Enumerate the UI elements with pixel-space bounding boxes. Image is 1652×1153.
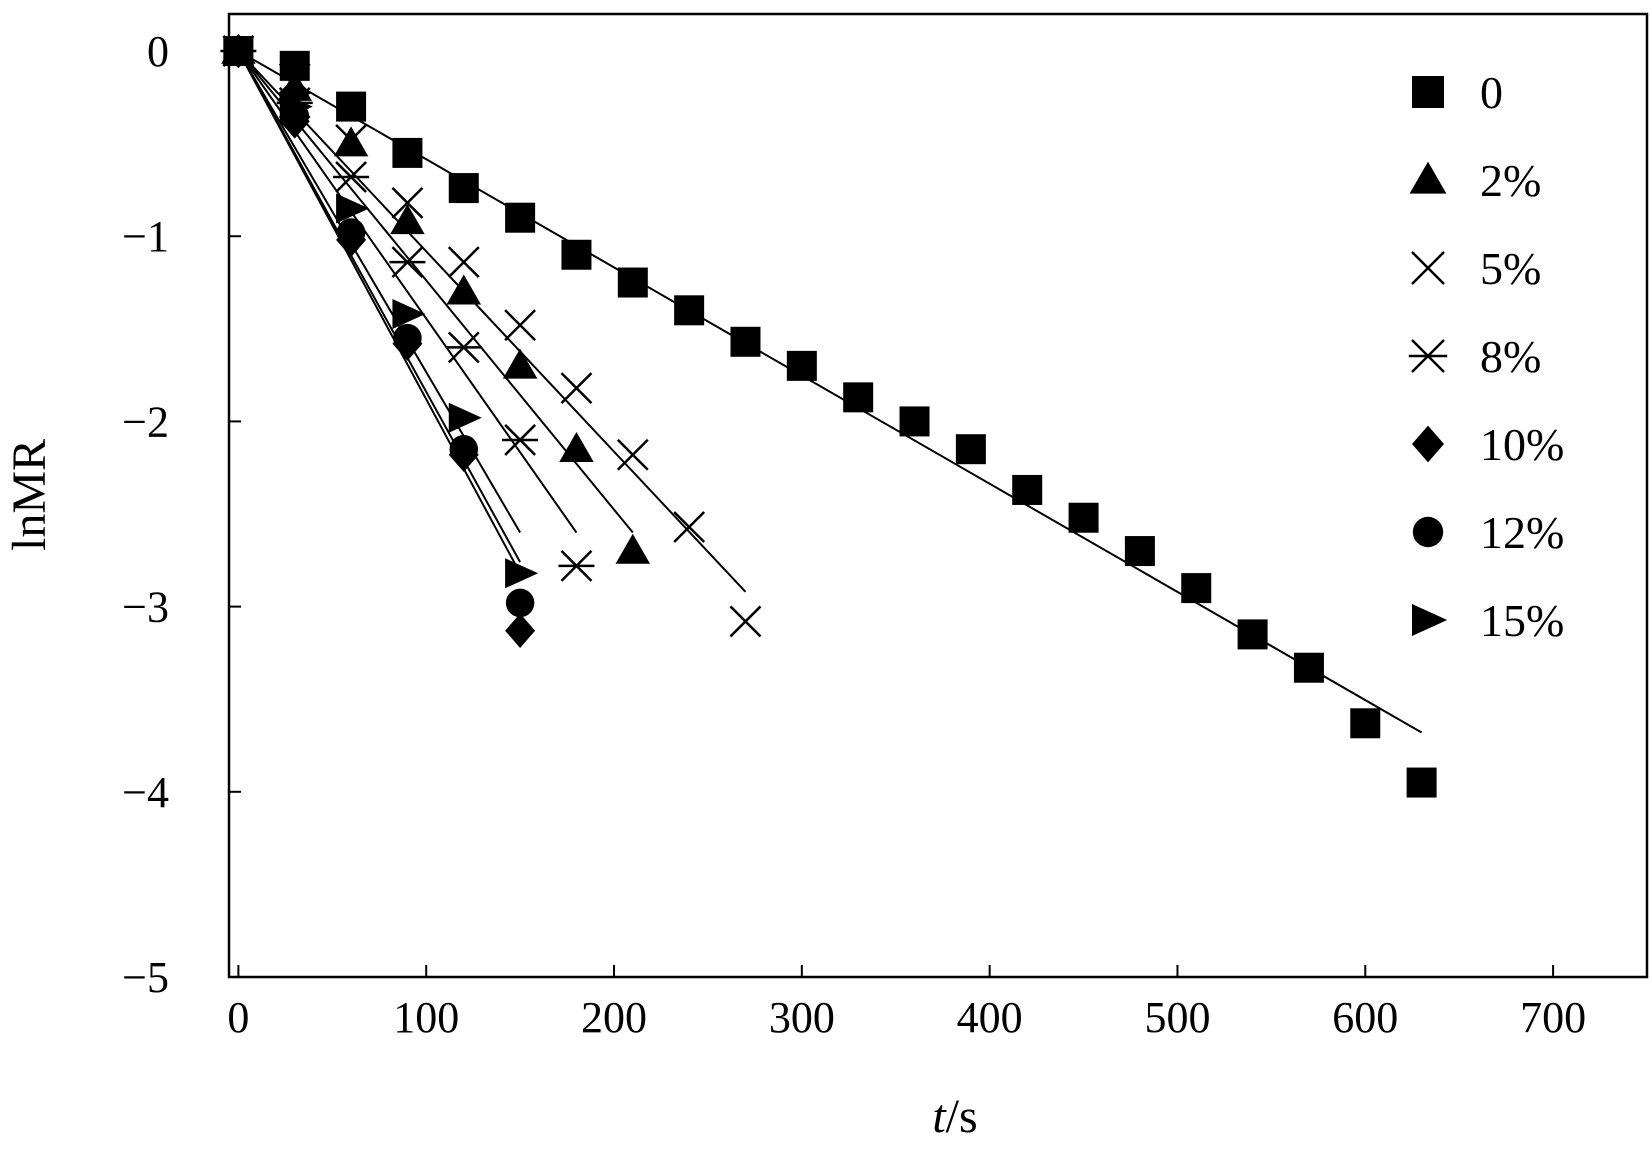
x-tick-label: 100: [393, 993, 459, 1042]
point-0: [1181, 573, 1212, 604]
fit-line-0: [237, 50, 1423, 734]
point-0: [1350, 708, 1381, 739]
y-tick-label: −5: [122, 953, 169, 1002]
y-tick-label: −2: [122, 397, 169, 446]
point-5pct: [616, 438, 649, 471]
point-0: [561, 239, 592, 270]
x-tick-label: 700: [1520, 993, 1586, 1042]
point-8pct: [502, 424, 539, 456]
legend-marker-15pct: [1412, 604, 1448, 636]
legend-marker-8pct: [1408, 339, 1448, 373]
point-12pct: [393, 323, 422, 353]
data-points: [220, 33, 1437, 798]
point-0: [843, 382, 874, 413]
fit-line-5pct: [237, 50, 747, 593]
point-10pct: [505, 613, 536, 648]
point-15pct: [336, 193, 370, 224]
y-tick-label: 0: [147, 27, 169, 76]
axis-ticks: 0 100 200 300 400 500 600 700 0 −1 −2 −3 −4 −5: [122, 27, 1586, 1042]
y-axis-label: lnMR: [3, 439, 56, 551]
fit-lines: [237, 50, 1423, 734]
point-0: [392, 137, 423, 168]
point-0: [1012, 474, 1043, 505]
point-15pct: [392, 299, 426, 330]
point-0: [955, 434, 986, 465]
legend-label: 15%: [1480, 595, 1564, 646]
x-axis-label: t/s: [932, 1090, 977, 1143]
point-15pct: [223, 36, 257, 67]
point-15pct: [448, 402, 482, 433]
point-0: [786, 350, 817, 381]
point-8pct: [333, 161, 370, 193]
point-5pct: [673, 511, 706, 543]
point-2pct: [446, 274, 482, 305]
y-tick-label: −4: [122, 768, 169, 817]
point-5pct: [447, 246, 480, 279]
point-8pct: [445, 331, 482, 364]
fit-line-15pct: [237, 50, 521, 534]
point-0: [730, 326, 761, 357]
y-tick-label: −3: [122, 583, 169, 632]
x-tick-label: 300: [769, 993, 835, 1042]
point-5pct: [278, 62, 311, 95]
legend-marker-2pct: [1409, 161, 1447, 194]
x-tick-label: 0: [227, 993, 249, 1042]
point-2pct: [502, 348, 538, 379]
point-2pct: [615, 533, 651, 564]
point-2pct: [390, 204, 425, 235]
point-0: [1124, 536, 1155, 567]
point-8pct: [558, 549, 595, 582]
plot-frame: [227, 12, 1649, 979]
point-15pct: [279, 91, 313, 122]
legend-label: 2%: [1480, 155, 1541, 206]
fit-line-12pct: [237, 50, 521, 563]
point-0: [1406, 767, 1437, 798]
legend-label: 8%: [1480, 331, 1541, 382]
point-5pct: [560, 372, 593, 404]
point-0: [674, 295, 705, 326]
point-0: [617, 267, 648, 298]
legend-label: 12%: [1480, 507, 1564, 558]
y-tick-label: −1: [122, 212, 169, 261]
point-0: [1237, 619, 1268, 650]
point-8pct: [389, 246, 426, 279]
point-5pct: [335, 124, 367, 156]
point-5pct: [729, 605, 762, 638]
point-15pct: [505, 558, 539, 589]
point-5pct: [391, 187, 424, 219]
legend: 0 2% 5% 8% 10% 12% 15%: [1408, 67, 1564, 646]
point-5pct: [504, 309, 536, 342]
point-0: [1068, 502, 1099, 533]
x-tick-label: 500: [1144, 993, 1210, 1042]
point-0: [899, 406, 930, 437]
point-12pct: [449, 434, 479, 464]
point-0: [1293, 652, 1324, 683]
point-12pct: [505, 588, 535, 618]
point-2pct: [559, 431, 594, 462]
legend-label: 5%: [1480, 243, 1541, 294]
legend-marker-12pct: [1412, 516, 1444, 548]
x-tick-label: 400: [957, 993, 1023, 1042]
legend-label: 10%: [1480, 419, 1564, 470]
point-0: [448, 173, 479, 204]
point-12pct: [336, 218, 366, 247]
x-tick-label: 600: [1332, 993, 1398, 1042]
legend-marker-0: [1412, 76, 1444, 108]
legend-marker-10pct: [1412, 425, 1444, 463]
x-tick-label: 200: [581, 993, 647, 1042]
point-0: [336, 91, 367, 122]
point-0: [505, 202, 536, 233]
legend-label: 0: [1480, 67, 1503, 118]
legend-marker-5pct: [1411, 251, 1445, 285]
